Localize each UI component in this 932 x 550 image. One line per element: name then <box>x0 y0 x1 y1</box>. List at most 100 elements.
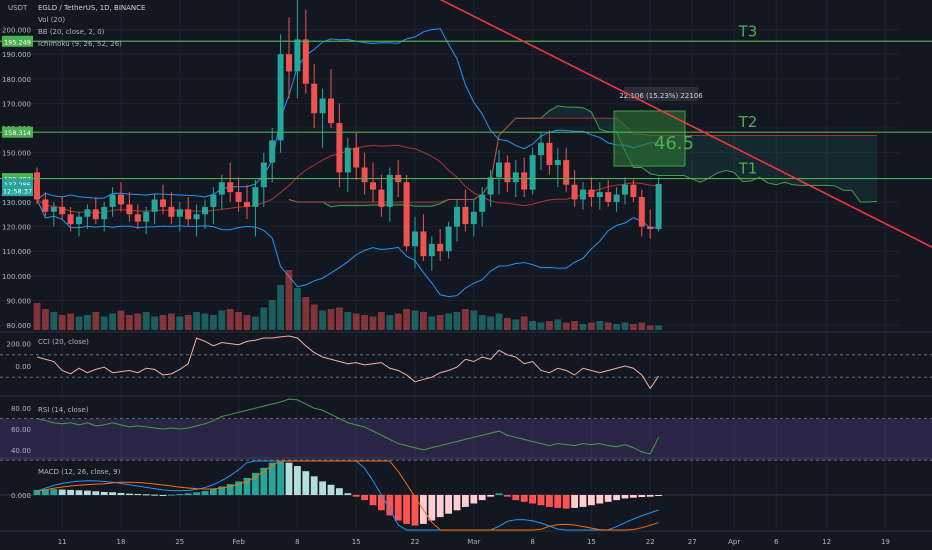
candle[interactable] <box>496 150 502 195</box>
candle[interactable] <box>227 162 234 202</box>
candle[interactable] <box>420 214 427 262</box>
candle[interactable] <box>92 197 99 225</box>
candle[interactable] <box>370 162 376 202</box>
candle[interactable] <box>428 236 435 271</box>
volume-bar <box>621 322 629 330</box>
candle[interactable] <box>622 177 628 205</box>
candle[interactable] <box>168 192 175 225</box>
candle[interactable] <box>143 206 150 234</box>
candle[interactable] <box>34 167 40 205</box>
candle[interactable] <box>328 68 334 129</box>
candle[interactable] <box>126 192 133 222</box>
candle[interactable] <box>630 179 637 202</box>
candle[interactable] <box>538 132 544 170</box>
price-axis[interactable]: 200.000190.000180.000170.000160.000150.0… <box>2 27 33 331</box>
candle[interactable] <box>336 103 343 188</box>
candle[interactable] <box>151 194 158 225</box>
candle[interactable] <box>403 174 410 252</box>
candle[interactable] <box>277 34 284 153</box>
macd-hist-bar <box>235 481 242 495</box>
candle[interactable] <box>311 64 318 129</box>
price-range-measure[interactable]: 46.5 22.106 (15.23%) 22106 <box>613 87 703 167</box>
candle[interactable] <box>613 187 620 212</box>
price-badge[interactable]: 195.249 <box>2 35 33 47</box>
price-badge[interactable]: 158.314 <box>2 126 33 138</box>
candle[interactable] <box>252 179 259 237</box>
candle[interactable] <box>109 187 116 217</box>
candle[interactable] <box>84 204 91 230</box>
price-badge[interactable]: 12:58:37 <box>2 185 33 197</box>
candle[interactable] <box>504 155 511 193</box>
candle[interactable] <box>386 167 393 222</box>
macd-hist-bar <box>361 495 368 501</box>
candle[interactable] <box>563 147 570 193</box>
candle[interactable] <box>412 216 418 269</box>
candle[interactable] <box>269 128 276 183</box>
macd-hist-bar <box>478 495 486 501</box>
candle[interactable] <box>546 130 553 175</box>
candle[interactable] <box>244 184 250 220</box>
trendline[interactable] <box>373 0 932 266</box>
candle[interactable] <box>588 177 595 207</box>
candlesticks[interactable] <box>34 0 662 271</box>
candle[interactable] <box>605 179 612 207</box>
candle[interactable] <box>470 199 477 237</box>
candle[interactable] <box>319 88 326 148</box>
candle[interactable] <box>353 132 360 180</box>
candle[interactable] <box>361 152 368 195</box>
macd-hist-bar <box>546 495 553 507</box>
indicator-bb[interactable]: BB (20, close, 2, 0) <box>38 28 105 36</box>
candle[interactable] <box>445 221 452 259</box>
candle[interactable] <box>487 169 494 207</box>
indicator-vol[interactable]: Vol (20) <box>38 16 65 24</box>
candle[interactable] <box>571 169 578 207</box>
candle[interactable] <box>235 177 242 212</box>
candle[interactable] <box>302 9 309 94</box>
cloud-fill <box>289 105 877 207</box>
candle[interactable] <box>596 182 603 210</box>
candle[interactable] <box>160 184 166 215</box>
price-badge[interactable]: 137.286 <box>2 178 33 190</box>
candle[interactable] <box>462 189 469 232</box>
candle[interactable] <box>454 199 460 242</box>
candle[interactable] <box>260 152 267 207</box>
candle[interactable] <box>286 17 292 99</box>
candle-body <box>227 182 234 193</box>
candle[interactable] <box>210 187 217 225</box>
candle[interactable] <box>638 189 645 237</box>
macd-hist-bar <box>184 493 192 495</box>
volume-bar <box>369 316 377 330</box>
candle[interactable] <box>647 209 654 239</box>
candle[interactable] <box>185 197 192 227</box>
candle[interactable] <box>521 157 528 198</box>
candle[interactable] <box>202 199 208 230</box>
candle[interactable] <box>655 177 662 232</box>
candle[interactable] <box>218 174 225 210</box>
rsi-tick: 80.00 <box>11 405 31 413</box>
candle[interactable] <box>42 192 49 217</box>
candle-body <box>210 194 217 207</box>
indicator-ichimoku[interactable]: Ichimoku (9, 26, 52, 26) <box>38 40 122 48</box>
candle[interactable] <box>101 201 108 232</box>
candle[interactable] <box>176 201 183 232</box>
time-axis[interactable]: 11 18 25 Feb 8 15 22 Mar 8 15 22 27 Apr 6 12 19 <box>0 530 932 546</box>
candle[interactable] <box>529 147 536 195</box>
symbol-title[interactable]: EGLD / TetherUS, 1D, BINANCE <box>38 4 145 12</box>
candle[interactable] <box>118 182 124 212</box>
candle[interactable] <box>59 197 66 220</box>
candle[interactable] <box>437 229 444 262</box>
candle[interactable] <box>580 182 586 210</box>
candle[interactable] <box>193 204 200 237</box>
candle[interactable] <box>67 206 74 232</box>
candle[interactable] <box>344 137 351 193</box>
candle[interactable] <box>479 187 486 227</box>
candle[interactable] <box>50 201 57 227</box>
target-lines[interactable]: T3 T2 T1 <box>0 22 932 180</box>
candle[interactable] <box>134 204 141 230</box>
candle[interactable] <box>294 0 301 99</box>
candle[interactable] <box>76 211 82 237</box>
candle[interactable] <box>378 174 385 217</box>
candle[interactable] <box>554 147 561 188</box>
resistance-trendline[interactable] <box>373 0 932 266</box>
